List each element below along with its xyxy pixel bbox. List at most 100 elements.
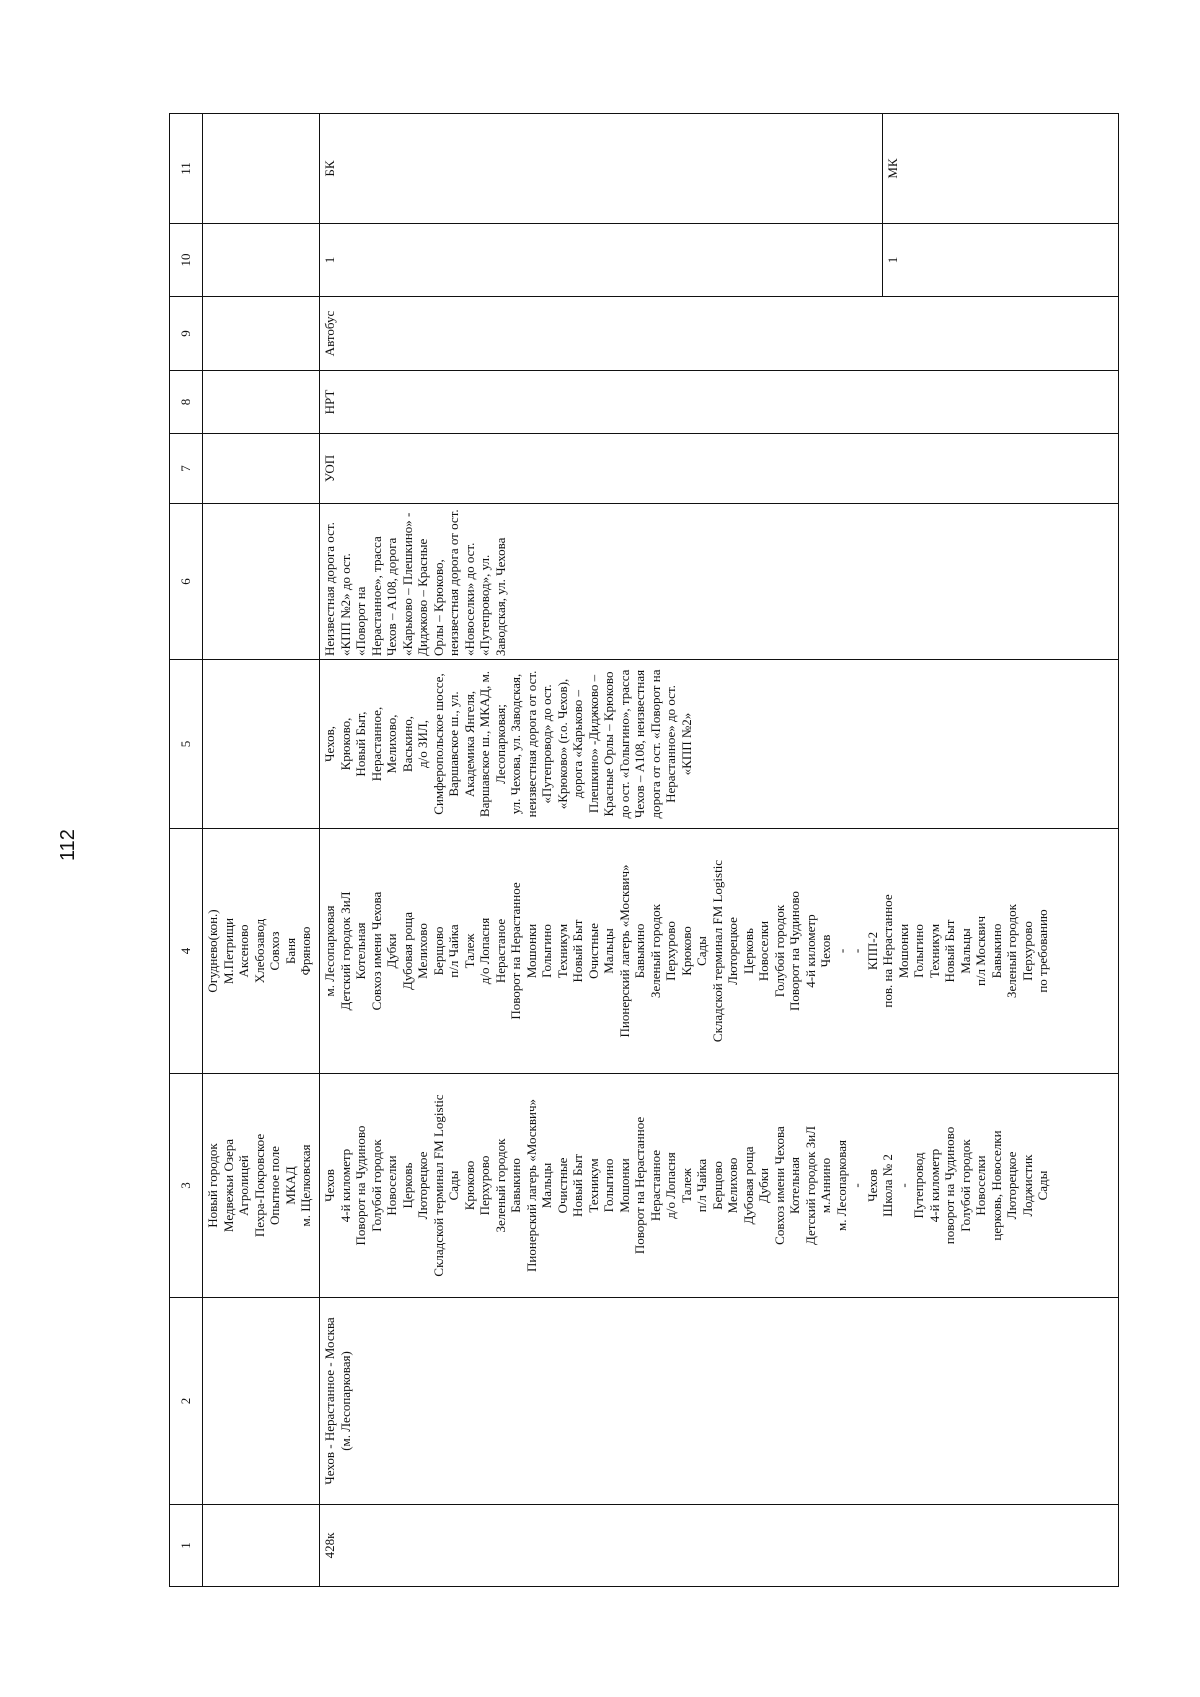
table-cell: 1	[882, 223, 1119, 297]
table-cell	[202, 433, 320, 504]
cell-line: м.Аннино	[818, 1157, 833, 1214]
cell-line: Мелихово	[725, 1157, 740, 1214]
cell-line: Нерастанное», трасса	[368, 536, 384, 656]
cell-line: НРТ	[322, 389, 337, 415]
cell-line: п/л Чайка	[694, 1158, 709, 1213]
cell-line: пов. на Нерастанное	[880, 894, 895, 1008]
cell-line: Голубой городок	[771, 904, 787, 998]
cell-line: Пионерский лагерь «Москвич»	[616, 864, 632, 1038]
cell-line: Голыгино	[911, 924, 926, 978]
cell-line: Чехов	[322, 1169, 337, 1202]
cell-line: Новый городок	[205, 1143, 220, 1228]
cell-line: неизвестная дорога от ост.	[446, 509, 461, 656]
cell-line: 1	[885, 256, 900, 264]
cell-line: Мальцы	[539, 1162, 554, 1209]
cell-line: -	[833, 948, 849, 954]
cell-line: Варшавское ш., МКАД, м.	[477, 670, 492, 818]
column-number: 2	[169, 1297, 203, 1505]
cell-line: Мошонки	[895, 923, 911, 979]
cell-line: КПП-2	[864, 931, 880, 971]
cell-line: Очистные	[585, 923, 601, 979]
cell-line: Нерастанное,	[368, 706, 384, 782]
cell-line: Орлы – Крюково,	[430, 559, 446, 656]
cell-line: «Крюково» (г.о. Чехов),	[554, 678, 570, 810]
cell-line: Нерастанное	[647, 1149, 663, 1222]
cell-line: Дубки	[756, 1167, 771, 1204]
cell-line: до ост. «Голыгино», трасса	[616, 669, 632, 819]
cell-line: «КПП №2»	[678, 712, 694, 776]
cell-line: Чехов – А108, неизвестная	[632, 669, 647, 819]
cell-line: Чехов	[864, 1169, 880, 1202]
table-cell: Новый городок Медвежьи Озера Агролицей Пехр…	[202, 1073, 320, 1298]
cell-line: Голыгино	[601, 1158, 616, 1213]
cell-line: Новоселки	[756, 920, 771, 982]
cell-line: 4-й километр	[337, 1148, 353, 1223]
cell-line: «Путепровод», ул.	[477, 554, 492, 656]
cell-line: Поворот на Нерастанное	[632, 1116, 647, 1255]
cell-line: Опытное поле	[267, 1146, 282, 1225]
cell-line: Заводская, ул. Чехова	[492, 537, 508, 656]
cell-line: Техникум	[926, 923, 942, 979]
cell-line: по требованию	[1035, 909, 1050, 993]
cell-line: М.Петрищи	[220, 917, 236, 985]
table-cell: МК	[882, 113, 1119, 224]
cell-line: Талеж	[678, 1168, 694, 1203]
cell-line: 428к	[322, 1532, 337, 1559]
cell-line: Школа № 2	[880, 1154, 895, 1217]
cell-line: Поворот на Чудиново	[787, 891, 802, 1011]
table-cell: Чехов - Нерастанное - Москва (м. Лесопарк…	[319, 1297, 1119, 1505]
cell-line: Техникум	[554, 923, 570, 979]
cell-line: Церковь	[399, 1162, 415, 1209]
cell-line: Лесопарковая;	[492, 704, 508, 784]
table-cell	[202, 370, 320, 434]
table-cell: м. Лесопарковая Детский городок ЗиЛ Котель…	[319, 828, 1119, 1074]
cell-line: Зеленый городок	[1004, 904, 1019, 999]
cell-line: «Новоселки» до ост.	[461, 542, 477, 656]
table-cell: Чехов, Крюково, Новый Быт, Нерастанное, Мели…	[319, 659, 1119, 829]
cell-line: Пехра-Покровское	[251, 1133, 267, 1238]
cell-line: Совхоз имени Чехова	[771, 1126, 787, 1245]
cell-line: п/л Чайка	[446, 924, 461, 978]
cell-line: д/о Лопасня	[477, 917, 492, 985]
cell-line: дорога от ост. «Поворот на	[647, 669, 663, 819]
table-cell	[202, 1504, 320, 1587]
cell-line: м. Лесопарковая	[322, 905, 337, 997]
cell-line: церковь, Новоселки	[988, 1130, 1004, 1241]
table-cell	[202, 659, 320, 829]
table-cell: Автобус	[319, 296, 1119, 371]
cell-line: Чехов – А108, дорога	[384, 537, 399, 656]
cell-line: -	[895, 1183, 911, 1188]
route-table: 1 2 3 4 5 6 7 8 9 10 11 Новый городок Медвежьи Озера…	[169, 113, 1119, 1587]
cell-line: м. Лесопарковая	[833, 1140, 849, 1231]
cell-line: Очистные	[554, 1157, 570, 1214]
cell-line: Лоджистик	[1019, 1154, 1035, 1217]
cell-line: Зеленый городок	[647, 904, 663, 999]
cell-line: Детский городок ЗиЛ	[802, 1126, 818, 1245]
cell-line: Варшавское ш., ул.	[446, 691, 461, 797]
cell-line: «Карьково – Плешкино» -	[399, 512, 415, 656]
cell-line: Крюково	[461, 1160, 477, 1211]
column-number: 10	[169, 223, 203, 297]
cell-line: Детский городок ЗиЛ	[337, 891, 353, 1011]
table-cell: 1	[319, 223, 883, 297]
cell-line: Баня	[282, 937, 298, 965]
table-cell	[202, 503, 320, 660]
cell-line: Огуднево(кон.)	[205, 909, 220, 993]
cell-line: п/л Москвич	[973, 915, 988, 987]
cell-line: Васькино,	[399, 715, 415, 773]
table-rotated: 1 2 3 4 5 6 7 8 9 10 11 Новый городок Медвежьи Озера…	[169, 113, 1119, 1587]
cell-line: Плешкино» -Диджково –	[585, 674, 601, 814]
table-cell: Чехов 4-й километр Поворот на Чудиново Голу…	[319, 1073, 1119, 1298]
cell-line: УОП	[322, 454, 337, 483]
cell-line: МКАД	[282, 1166, 298, 1205]
cell-line: Автобус	[322, 310, 337, 357]
cell-line: Техникум	[585, 1158, 601, 1213]
table-cell: Неизвестная дорога ост. «КПП №2» до ост. «…	[319, 503, 1119, 660]
cell-line: Диджково – Красные	[415, 538, 430, 656]
cell-line: Бавыкино	[988, 923, 1004, 979]
cell-line: Церковь	[740, 928, 756, 974]
cell-line: Красные Орлы – Крюково	[601, 671, 616, 817]
cell-line: д/о Лопасня	[663, 1152, 678, 1219]
cell-line: Сады	[1035, 1170, 1050, 1201]
cell-line: Неизвестная дорога ост.	[322, 522, 337, 656]
